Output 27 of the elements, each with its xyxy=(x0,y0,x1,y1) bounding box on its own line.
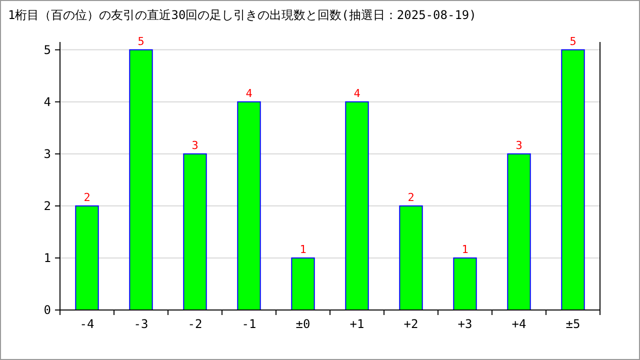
data-label: 1 xyxy=(300,242,306,256)
data-label: 4 xyxy=(246,86,253,100)
x-tick-label: +3 xyxy=(458,317,472,331)
y-tick-label: 1 xyxy=(44,250,51,265)
x-tick-label: -3 xyxy=(134,317,148,331)
y-tick-label: 3 xyxy=(44,146,51,161)
data-label: 5 xyxy=(570,34,576,48)
data-label: 3 xyxy=(516,138,522,152)
data-label: 1 xyxy=(462,242,468,256)
y-tick-label: 5 xyxy=(44,42,51,57)
data-label: 2 xyxy=(408,190,414,204)
x-tick-label: -1 xyxy=(242,317,256,331)
title: 1桁目（百の位）の友引の直近30回の足し引きの出現数と回数(抽選日：2025-08-19) xyxy=(8,8,476,22)
x-tick-label: -4 xyxy=(80,317,94,331)
data-label: 3 xyxy=(192,138,198,152)
y-tick-label: 4 xyxy=(44,94,51,109)
y-tick-label: 2 xyxy=(44,198,51,213)
x-tick-label: +4 xyxy=(512,317,526,331)
x-tick-label: +1 xyxy=(350,317,364,331)
data-label: 2 xyxy=(84,190,90,204)
x-tick-label: ±5 xyxy=(566,317,580,331)
x-tick-label: ±0 xyxy=(296,317,310,331)
x-tick-label: -2 xyxy=(188,317,202,331)
data-label: 5 xyxy=(138,34,144,48)
y-tick-label: 0 xyxy=(44,303,51,317)
x-tick-label: +2 xyxy=(404,317,418,331)
data-label: 4 xyxy=(354,86,361,100)
